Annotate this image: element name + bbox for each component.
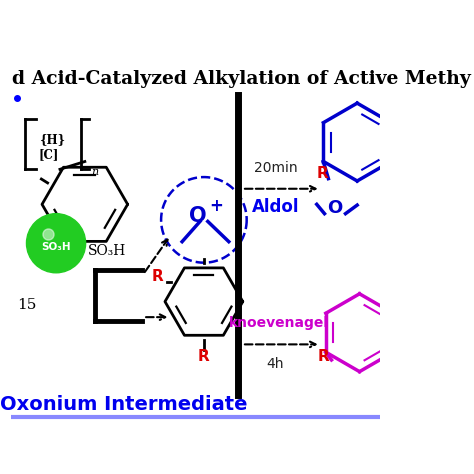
Text: Oxonium Intermediate: Oxonium Intermediate [0,395,247,414]
Text: 20min: 20min [254,161,297,175]
Text: O: O [327,199,342,217]
Text: {H}: {H} [39,133,65,146]
Text: knoevenagel: knoevenagel [229,316,329,330]
Text: R: R [151,269,163,284]
Text: d Acid-Catalyzed Alkylation of Active Methy: d Acid-Catalyzed Alkylation of Active Me… [12,70,471,88]
Text: 15: 15 [17,298,36,312]
Text: [C]: [C] [39,148,59,161]
Circle shape [27,214,86,273]
Text: R: R [316,166,328,181]
Text: R: R [198,348,210,364]
Text: n: n [91,167,98,177]
Text: +: + [210,197,223,215]
Text: SO₃H: SO₃H [88,244,126,258]
Text: 4h: 4h [267,357,284,371]
Text: R: R [318,348,329,364]
Text: Aldol: Aldol [252,198,299,216]
Text: SO₃H: SO₃H [41,242,71,252]
Text: O: O [189,206,207,226]
